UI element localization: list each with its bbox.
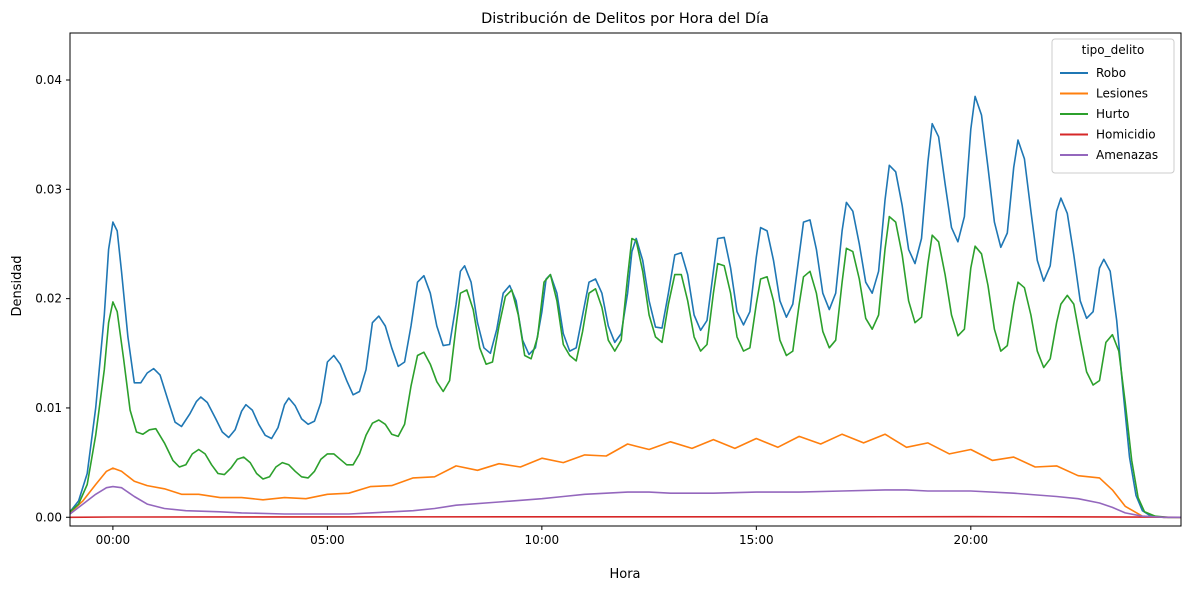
legend-label-lesiones: Lesiones bbox=[1096, 87, 1148, 101]
x-tick-label: 20:00 bbox=[954, 533, 989, 547]
plot-area bbox=[70, 95, 1181, 519]
legend-label-homicidio: Homicidio bbox=[1096, 128, 1156, 142]
x-tick-label: 05:00 bbox=[310, 533, 345, 547]
legend: tipo_delito Robo Lesiones Hurto Homicidio Ame… bbox=[1051, 38, 1175, 174]
y-tick-label: 0.00 bbox=[35, 510, 62, 524]
series-line-lesiones bbox=[70, 433, 1181, 519]
x-axis-label: Hora bbox=[609, 567, 640, 582]
y-tick-label: 0.01 bbox=[35, 401, 62, 415]
legend-label-robo: Robo bbox=[1096, 66, 1126, 80]
x-tick-label: 00:00 bbox=[96, 533, 131, 547]
series-line-amenazas bbox=[70, 485, 1181, 519]
series-line-homicidio bbox=[70, 515, 1181, 519]
plot-frame bbox=[69, 32, 1182, 527]
legend-title: tipo_delito bbox=[1082, 43, 1145, 57]
x-tick-label: 10:00 bbox=[525, 533, 560, 547]
x-tick-label: 15:00 bbox=[739, 533, 774, 547]
y-tick-label: 0.02 bbox=[35, 292, 62, 306]
y-axis: 0.00 0.01 0.02 0.03 0.04 bbox=[35, 73, 70, 524]
series-line-hurto bbox=[70, 215, 1181, 519]
series-line-robo bbox=[70, 95, 1181, 519]
x-axis: 00:00 05:00 10:00 15:00 20:00 bbox=[96, 526, 989, 547]
y-axis-label: Densidad bbox=[10, 255, 25, 316]
y-tick-label: 0.03 bbox=[35, 182, 62, 196]
y-tick-label: 0.04 bbox=[35, 73, 62, 87]
chart-title: Distribución de Delitos por Hora del Día bbox=[481, 11, 769, 27]
legend-label-hurto: Hurto bbox=[1096, 107, 1130, 121]
legend-label-amenazas: Amenazas bbox=[1096, 148, 1158, 162]
